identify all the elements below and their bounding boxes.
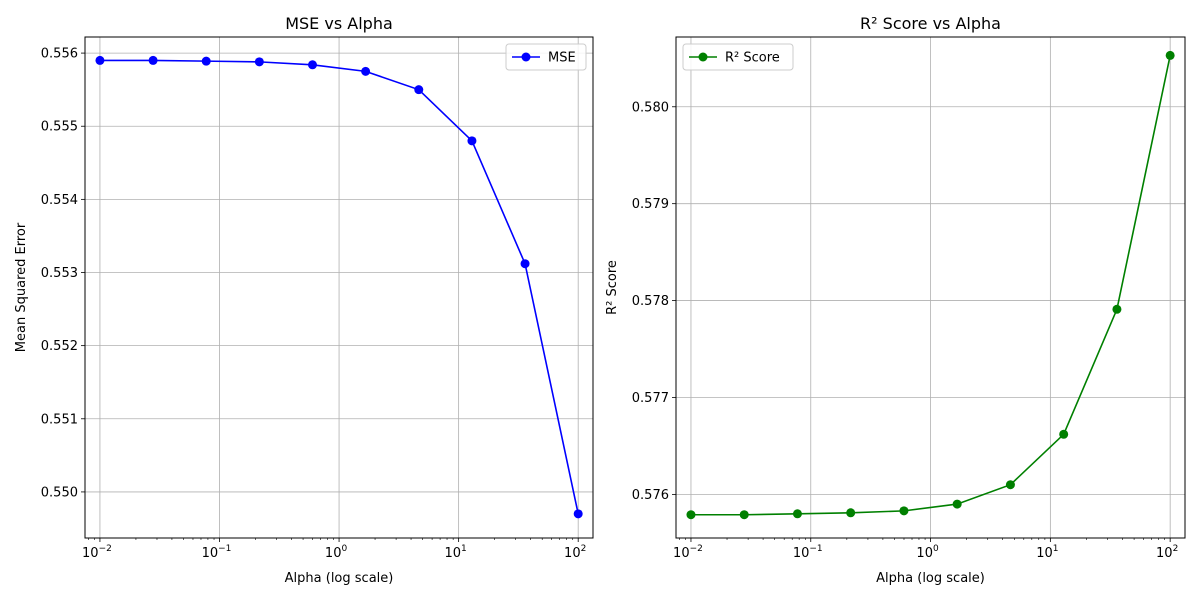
r2-legend-marker	[698, 52, 708, 62]
r2-ticks: 10−2 10−1 100 101 102 0.576 0.577 0.578 0.579 0.5…	[632, 100, 1179, 561]
r2-data-point	[1165, 50, 1175, 60]
r2-data-point	[952, 499, 962, 509]
mse-data-point	[148, 55, 158, 65]
mse-x-tick-label: 100	[325, 544, 348, 561]
mse-data-point	[520, 259, 530, 269]
r2-y-tick-label: 0.578	[632, 294, 669, 309]
r2-x-tick-label: 10−2	[673, 544, 703, 561]
mse-y-tick-label: 0.553	[41, 266, 78, 281]
r2-y-axis-label: R² Score	[605, 260, 620, 315]
r2-series	[686, 50, 1175, 520]
r2-y-tick-label: 0.579	[632, 197, 669, 212]
mse-y-tick-label: 0.554	[41, 193, 78, 208]
mse-x-tick-label: 102	[564, 544, 586, 561]
r2-data-point	[1005, 480, 1015, 490]
mse-ticks: 10−2 10−1 100 101 102 0.550 0.551 0.552 0.553 0.5…	[41, 47, 587, 561]
mse-y-tick-label: 0.556	[41, 47, 78, 62]
r2-legend: R² Score	[682, 43, 794, 71]
mse-legend-marker	[521, 52, 531, 62]
r2-y-tick-label: 0.576	[632, 488, 669, 503]
mse-y-tick-label: 0.550	[41, 485, 78, 500]
mse-legend-box	[505, 43, 587, 71]
r2-x-tick-label: 100	[916, 544, 939, 561]
r2-x-tick-label: 101	[1036, 544, 1058, 561]
mse-x-axis-label: Alpha (log scale)	[285, 571, 394, 586]
r2-legend-label: R² Score	[725, 51, 780, 66]
r2-panel: 10−2 10−1 100 101 102 0.576 0.577 0.578 0.579 0.5…	[605, 14, 1186, 586]
mse-data-point	[467, 136, 477, 146]
r2-data-point	[899, 506, 909, 516]
mse-data-point	[95, 55, 105, 65]
r2-grid	[676, 37, 1185, 538]
r2-data-point	[792, 509, 802, 519]
mse-y-tick-label: 0.551	[41, 412, 78, 427]
mse-y-tick-label: 0.552	[41, 339, 78, 354]
r2-data-point	[1059, 429, 1069, 439]
r2-y-tick-label: 0.580	[632, 100, 669, 115]
mse-data-point	[307, 60, 317, 70]
mse-series	[95, 55, 583, 519]
r2-data-point	[1112, 304, 1122, 314]
mse-x-tick-label: 10−1	[202, 544, 232, 561]
mse-grid	[85, 37, 593, 538]
mse-legend-label: MSE	[548, 51, 576, 66]
mse-data-point	[254, 57, 264, 67]
mse-data-point	[361, 66, 371, 76]
mse-x-tick-label: 10−2	[82, 544, 112, 561]
r2-y-tick-label: 0.577	[632, 391, 669, 406]
r2-x-axis-label: Alpha (log scale)	[876, 571, 985, 586]
r2-data-point	[846, 508, 856, 518]
mse-data-point	[573, 509, 583, 519]
mse-y-tick-label: 0.555	[41, 120, 78, 135]
mse-data-point	[201, 56, 211, 66]
mse-panel: 10−2 10−1 100 101 102 0.550 0.551 0.552 0.553 0.5…	[14, 14, 594, 586]
r2-x-tick-label: 10−1	[793, 544, 823, 561]
mse-chart-title: MSE vs Alpha	[285, 14, 393, 33]
r2-chart-title: R² Score vs Alpha	[860, 14, 1001, 33]
r2-series-line	[690, 55, 1171, 516]
r2-legend-box	[682, 43, 794, 71]
mse-x-tick-label: 101	[444, 544, 466, 561]
mse-data-point	[414, 85, 424, 95]
r2-data-point	[739, 510, 749, 520]
mse-legend: MSE	[505, 43, 587, 71]
mse-y-axis-label: Mean Squared Error	[14, 222, 29, 352]
mse-series-line	[99, 59, 579, 515]
r2-data-point	[686, 510, 696, 520]
r2-x-tick-label: 102	[1156, 544, 1178, 561]
